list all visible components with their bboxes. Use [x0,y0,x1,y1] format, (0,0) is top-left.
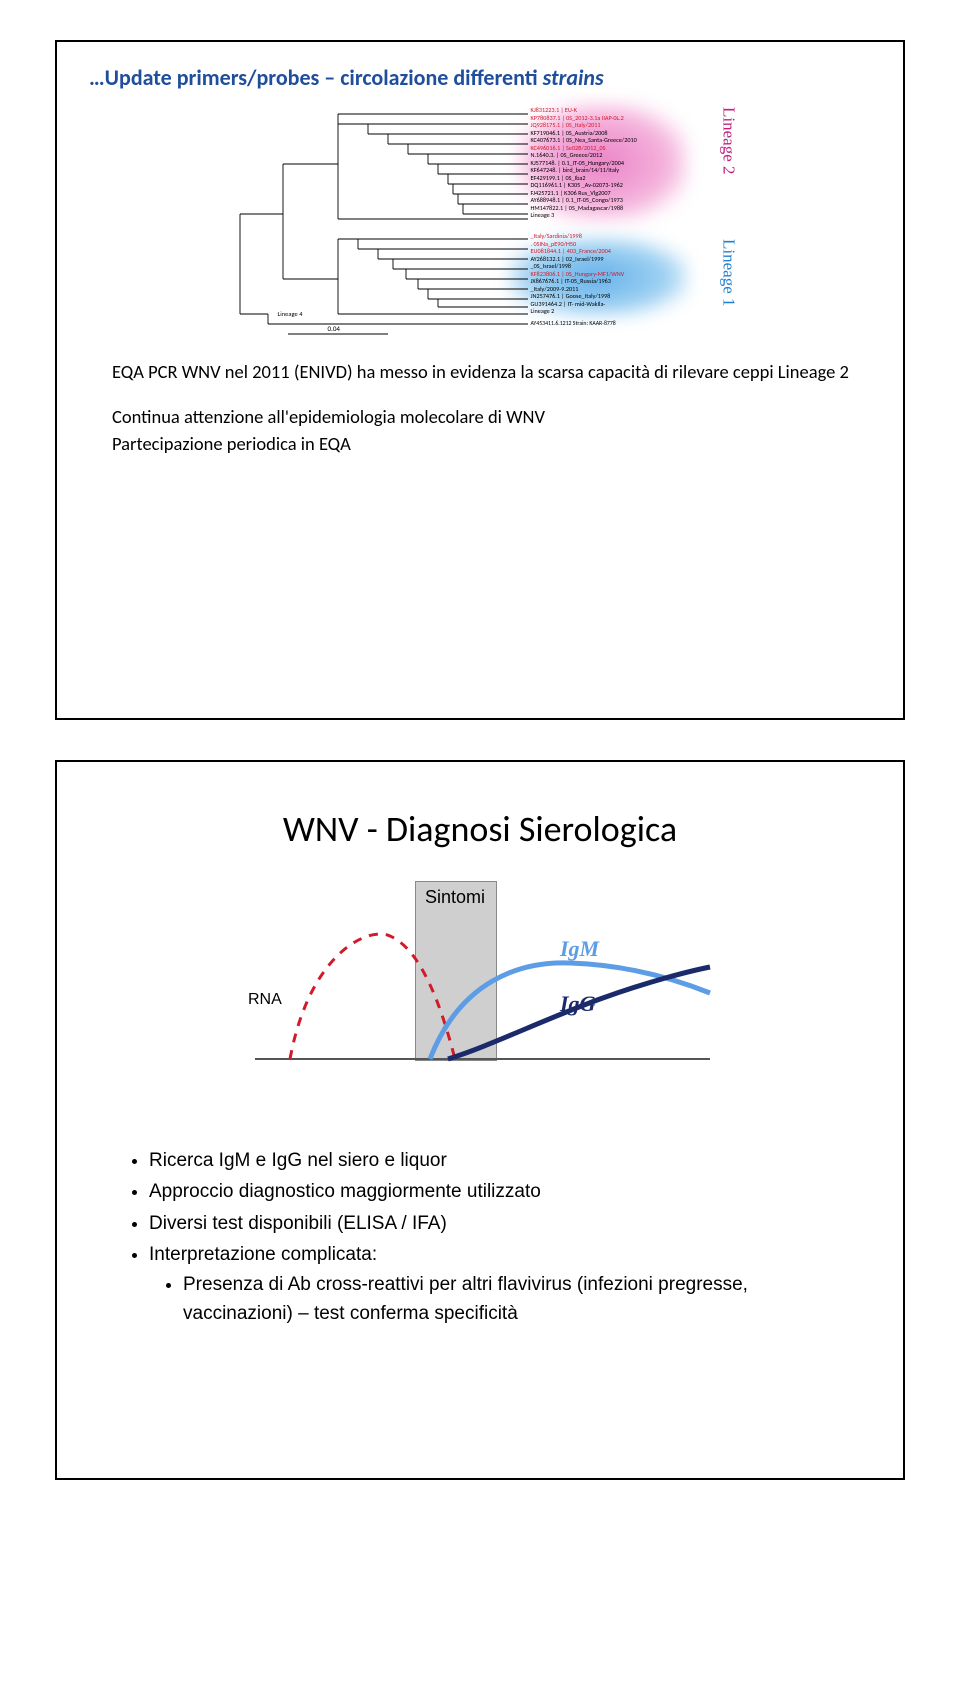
taxon-label: KJ577148. | 0.1_IT-05_Hungary/2004 [531,160,625,166]
bullet-item: Approccio diagnostico maggiormente utili… [149,1177,863,1206]
taxon-label: N.1640.3. | 0S_Greece/2012 [531,152,603,158]
taxon-label: DQ116961.1 | K305 _Av-02073-1962 [531,182,623,188]
taxon-label: HM147822.1 | 0S_Madagascar/1988 [531,205,624,211]
taxon-label: . 0SINa_pE90/H50 [531,241,577,247]
scale-label: 0.04 [328,325,340,332]
slide2-title: WNV - Diagnosi Sierologica [57,807,903,851]
taxon-label: _Italy/Sardinia/1998 [531,233,582,239]
lineage4-label: Lineage 4 [278,311,303,318]
lineage2-label: Lineage 2 [719,107,739,175]
taxon-label: FJ425721.1 | K306 Rus_Vlg2007 [531,190,611,196]
taxon-label: _Italy/2009-9.2011 [531,286,579,292]
body-line [112,386,863,404]
body-line: Partecipazione periodica in EQA [112,431,863,458]
slide1-title: …Update primers/probes – circolazione di… [89,64,903,91]
slide1-title-plain: …Update primers/probes – circolazione di… [89,64,543,91]
bullet-item: Interpretazione complicata:Presenza di A… [149,1240,863,1328]
taxon-label: KP780837.1 | 0S_2012-3.1a IIAP-0L.2 [531,115,624,121]
bullet-item: Ricerca IgM e IgG nel siero e liquor [149,1146,863,1175]
serology-svg [230,881,730,1091]
taxon-label: AY268132.1 | 02_Israel/1999 [531,256,604,262]
slide-1: …Update primers/probes – circolazione di… [55,40,905,720]
taxon-label: AY688948.1 | 0.1_IT-05_Congo/1973 [531,197,623,203]
slide1-title-italic: strains [543,64,604,91]
phylo-svg [228,99,733,339]
taxon-label: KC407673.1 | 0S_Nea_Santa-Greece/2010 [531,137,637,143]
taxon-label: JQ928175.1 | 0S_Italy/2011 [531,122,601,128]
taxon-label: KC496016.1 | Se02B/2012_0S [531,145,606,151]
taxon-label: EU081844.1 | 403_France/2004 [531,248,611,254]
taxon-label: EF429199.1 | 0S_Iba2 [531,175,586,181]
taxon-label: JX867676.1 | IT-05_Russia/1963 [531,278,611,284]
taxon-label: KF647248. | bird_brain/14/11/Italy [531,167,620,173]
taxon-label: Lineage 3 [531,212,555,218]
taxon-label: KF823806.1 | 0S_Hungary-MF1/WNV [531,271,625,277]
body-line: EQA PCR WNV nel 2011 (ENIVD) ha messo in… [112,359,863,386]
slide2-bullets: Ricerca IgM e IgG nel siero e liquorAppr… [127,1146,863,1329]
taxon-label: JN257476.1 | Goose_Italy/1998 [531,293,611,299]
serology-chart: Sintomi RNA IgM IgG [230,881,730,1091]
taxon-label: KJ831223.1 | EU-K [531,107,577,113]
sub-bullet-item: Presenza di Ab cross-reattivi per altri … [183,1270,863,1329]
taxon-label: GU391464.2 | IT- mid-WakIla- [531,301,606,307]
slide-2: WNV - Diagnosi Sierologica Sintomi RNA I… [55,760,905,1480]
taxon-label: Lineage 2 [531,308,555,314]
slide1-body: EQA PCR WNV nel 2011 (ENIVD) ha messo in… [112,359,863,457]
taxon-label: KF719046.1 | 0S_Austria/2008 [531,130,608,136]
taxon-label: _0S_Israel/1998 [531,263,572,269]
outgroup-label: AY453411.6.1212 Strain: KAAR-8778 [531,321,616,327]
body-line: Continua attenzione all'epidemiologia mo… [112,404,863,431]
phylogenetic-tree: KJ831223.1 | EU-K KP780837.1 | 0S_2012-3.… [228,99,733,339]
lineage1-label: Lineage 1 [719,239,739,307]
bullet-item: Diversi test disponibili (ELISA / IFA) [149,1209,863,1238]
